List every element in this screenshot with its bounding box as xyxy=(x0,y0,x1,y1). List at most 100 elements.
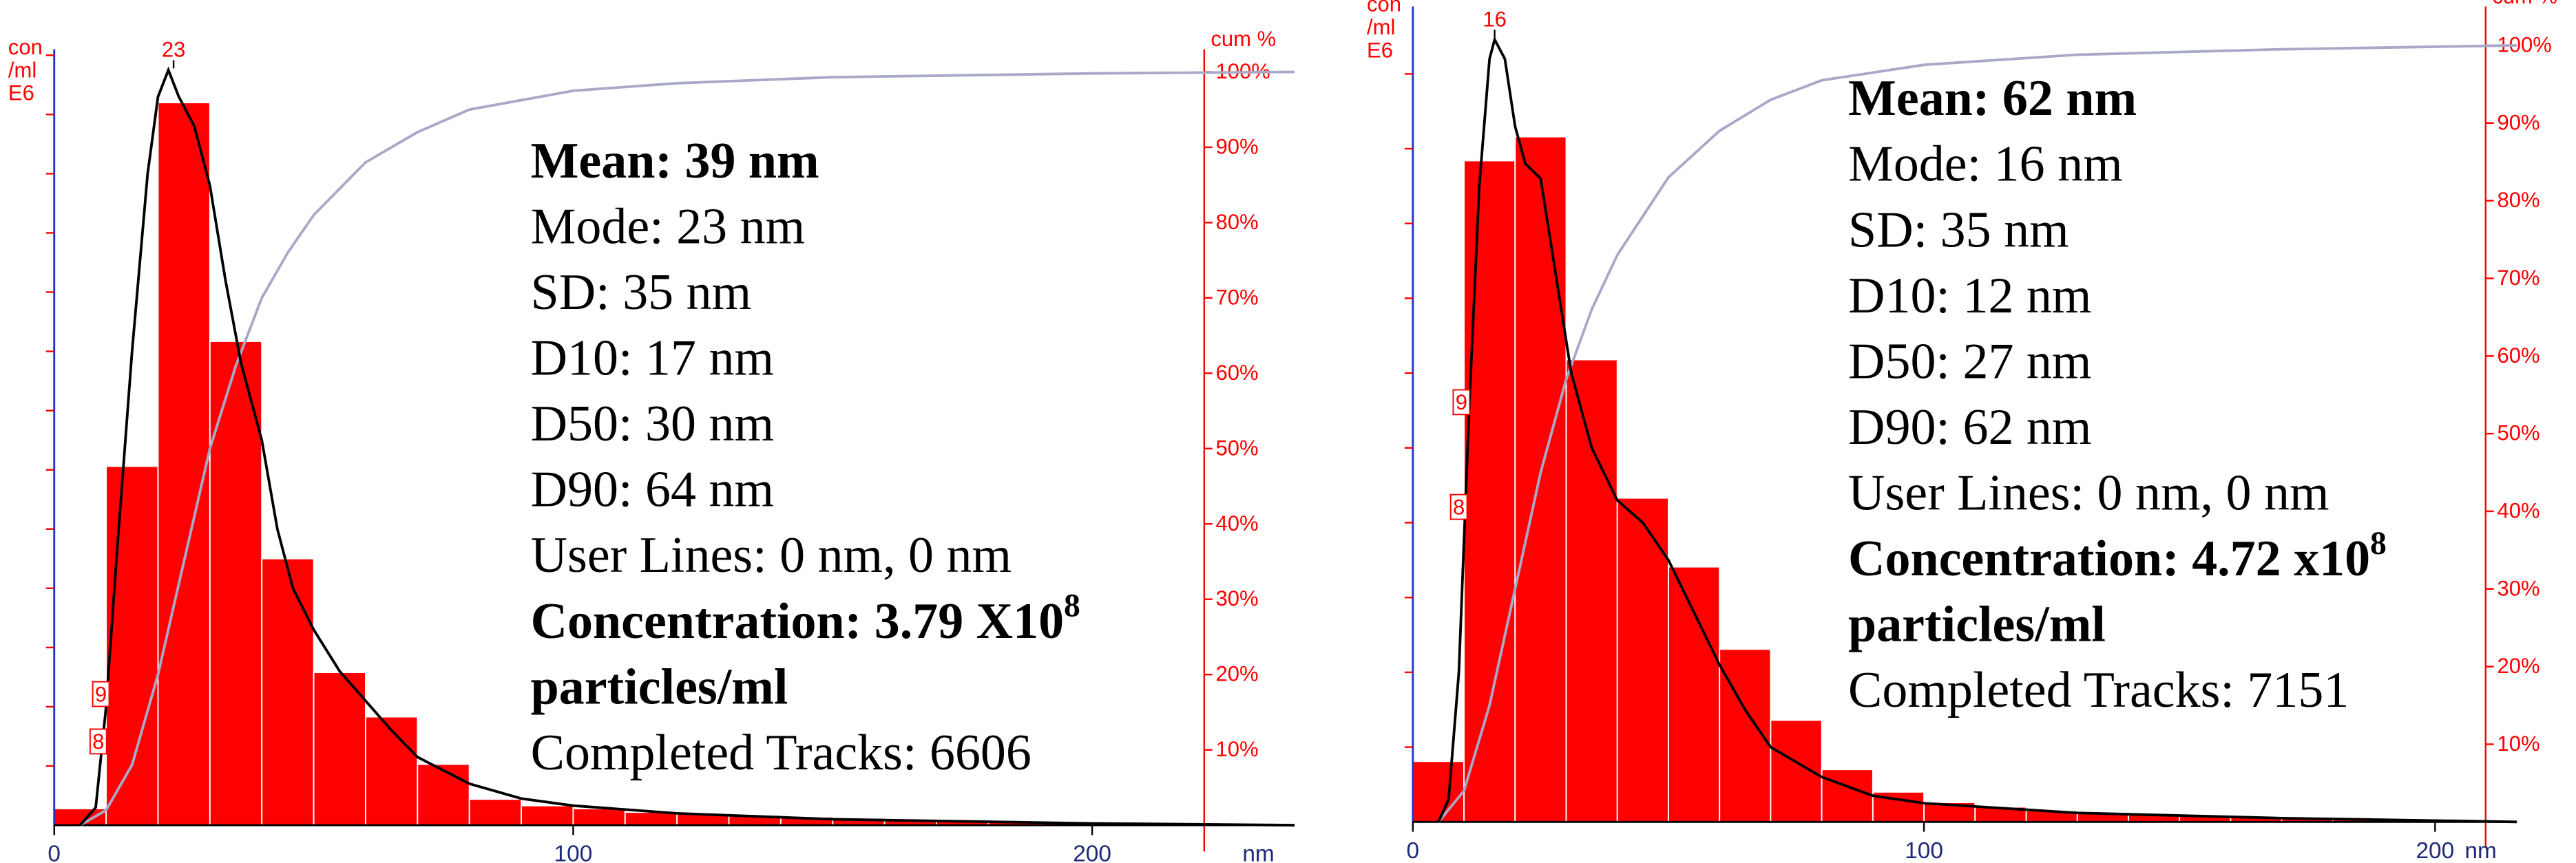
y-axis-label: E6 xyxy=(8,81,34,105)
y2-tick-label: 60% xyxy=(2497,343,2540,367)
y2-tick-label: 50% xyxy=(2497,421,2540,445)
stat-line: SD: 35 nm xyxy=(531,264,752,321)
x-tick-label: 100 xyxy=(554,842,593,863)
y2-axis-label: cum % xyxy=(1211,27,1276,51)
marker-label: 8 xyxy=(1453,495,1465,519)
y2-tick-label: 10% xyxy=(2497,732,2540,756)
stat-text: D10: 12 nm xyxy=(1848,268,2091,324)
peak-label: 23 xyxy=(162,38,185,62)
x-tick-label: 0 xyxy=(48,842,61,863)
y2-tick-label: 80% xyxy=(1216,210,1259,234)
y2-tick-label: 60% xyxy=(1216,361,1259,385)
stat-line: Concentration: 3.79 X108 xyxy=(531,588,1080,650)
y2-tick-label: 70% xyxy=(2497,266,2540,290)
bar xyxy=(105,465,159,827)
stat-text: particles/ml xyxy=(531,659,788,715)
bar xyxy=(1463,160,1516,823)
y2-tick-label: 40% xyxy=(2497,498,2540,522)
bar xyxy=(53,808,107,827)
stat-text: Mode: 16 nm xyxy=(1848,136,2123,193)
stat-text: D50: 27 nm xyxy=(1848,333,2091,390)
bar xyxy=(364,716,419,827)
stat-text: Mean: 62 nm xyxy=(1848,70,2137,127)
stat-text: D90: 64 nm xyxy=(531,462,774,518)
stat-line: D10: 17 nm xyxy=(531,330,774,387)
bar xyxy=(521,805,574,827)
bar xyxy=(1668,566,1721,823)
y2-tick-label: 10% xyxy=(1216,737,1259,761)
x-axis-label: nm xyxy=(1242,842,1274,863)
y2-tick-label: 20% xyxy=(2497,654,2540,678)
stat-text: D50: 30 nm xyxy=(531,396,774,452)
y2-tick-label: 30% xyxy=(2497,576,2540,600)
stat-line: Mean: 39 nm xyxy=(531,133,819,189)
stat-text: D90: 62 nm xyxy=(1848,399,2091,456)
y2-tick-label: 90% xyxy=(2497,110,2540,134)
stat-text: Completed Tracks: 6606 xyxy=(531,725,1032,781)
stat-line: D10: 12 nm xyxy=(1848,268,2091,324)
stat-sup: 8 xyxy=(1064,588,1080,624)
stat-text: User Lines: 0 nm, 0 nm xyxy=(531,527,1012,584)
stat-line: SD: 35 nm xyxy=(1848,202,2069,258)
cumulative-line xyxy=(79,70,1295,827)
y2-axis-label: cum % xyxy=(2492,0,2557,8)
stat-text: particles/ml xyxy=(1848,597,2106,653)
density-line xyxy=(78,66,1295,827)
stat-text: Mode: 23 nm xyxy=(531,198,806,255)
bar xyxy=(261,557,315,827)
stat-line: Completed Tracks: 6606 xyxy=(531,725,1032,781)
marker-box xyxy=(1449,493,1468,520)
marker-label: 9 xyxy=(1456,390,1467,414)
y2-tick-label: 40% xyxy=(1216,511,1259,535)
marker-label: 8 xyxy=(92,729,104,754)
stat-text: D10: 17 nm xyxy=(531,330,774,387)
bar xyxy=(417,763,470,827)
stat-text: User Lines: 0 nm, 0 nm xyxy=(1848,465,2329,521)
bar xyxy=(572,808,626,827)
y-axis-label: /ml xyxy=(8,58,36,82)
bar xyxy=(624,811,678,827)
stat-line: D90: 64 nm xyxy=(531,462,774,518)
stat-text: SD: 35 nm xyxy=(531,264,752,321)
bar xyxy=(468,798,523,827)
x-tick-label: 200 xyxy=(1073,842,1111,863)
stat-line: particles/ml xyxy=(1848,597,2106,653)
stat-line: D50: 27 nm xyxy=(1848,333,2091,390)
stat-line: Completed Tracks: 7151 xyxy=(1848,662,2349,718)
y-axis-label: E6 xyxy=(1367,39,1393,63)
y2-tick-label: 30% xyxy=(1216,586,1259,610)
bar xyxy=(157,102,211,827)
stat-line: D50: 30 nm xyxy=(531,396,774,452)
y-axis-label: con xyxy=(1367,0,1401,17)
marker-box xyxy=(1452,389,1471,416)
marker-label: 9 xyxy=(95,682,107,706)
peak-label: 16 xyxy=(1483,7,1506,31)
density-line xyxy=(1437,36,2517,824)
stat-line: Mode: 23 nm xyxy=(531,198,806,255)
stat-line: particles/ml xyxy=(531,659,788,715)
x-tick-label: 0 xyxy=(1407,838,1420,863)
x-tick-label: 100 xyxy=(1905,838,1943,863)
bar xyxy=(313,672,366,827)
marker-box xyxy=(92,681,110,707)
y2-tick-label: 20% xyxy=(1216,662,1259,686)
stat-text: SD: 35 nm xyxy=(1848,202,2069,258)
bar xyxy=(1565,359,1618,823)
stat-text: Concentration: 3.79 X10 xyxy=(531,593,1064,650)
y2-tick-label: 80% xyxy=(2497,188,2540,212)
x-axis-label: nm xyxy=(2464,838,2496,863)
y2-tick-label: 90% xyxy=(1216,134,1259,158)
stat-line: User Lines: 0 nm, 0 nm xyxy=(531,527,1012,584)
stat-line: Mean: 62 nm xyxy=(1848,70,2137,127)
bar xyxy=(1412,760,1465,823)
bar xyxy=(1514,136,1567,823)
stat-sup: 8 xyxy=(2370,525,2387,562)
x-tick-label: 200 xyxy=(2416,838,2454,863)
bar xyxy=(1821,769,1874,823)
stat-text: Mean: 39 nm xyxy=(531,133,819,189)
y-axis-label: /ml xyxy=(1367,15,1395,39)
bar xyxy=(1616,497,1669,823)
